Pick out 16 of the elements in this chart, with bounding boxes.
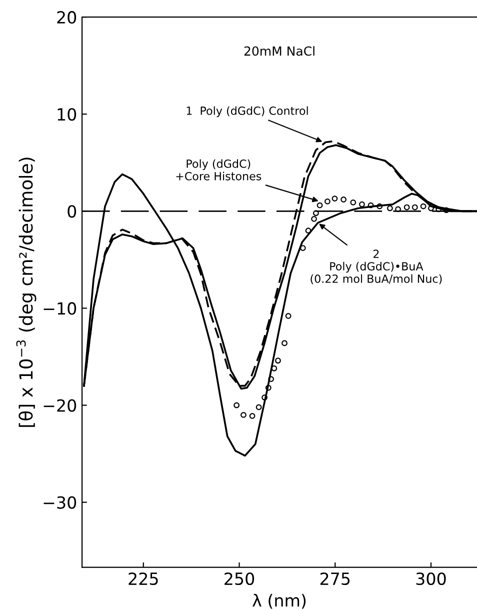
- y-axis-title: [θ] x 10$^{−3}$ (deg cm²/decimole): [16, 158, 36, 427]
- x-tick-label: 275: [320, 572, 350, 586]
- y-tick-label: −30: [44, 496, 76, 509]
- y-tick-label: −20: [44, 399, 76, 412]
- annotation: 20mM NaCl: [244, 46, 314, 56]
- y-tick-label: 0: [68, 205, 76, 218]
- x-tick-label: 250: [224, 572, 254, 586]
- x-tick-label: 300: [416, 572, 446, 586]
- x-axis-title: λ (nm): [252, 594, 306, 609]
- annotation: 1 Poly (dGdC) Control: [186, 106, 308, 118]
- y-tick-label: 10: [58, 108, 76, 121]
- y-tick-label: 20: [57, 11, 76, 24]
- annotation: 2 Poly (dGdC)•BuA (0.22 mol BuA/mol Nuc): [310, 250, 442, 284]
- x-tick-label: 225: [128, 572, 158, 586]
- y-tick-label: −10: [44, 302, 76, 315]
- annotation: Poly (dGdC) +Core Histones: [176, 159, 262, 180]
